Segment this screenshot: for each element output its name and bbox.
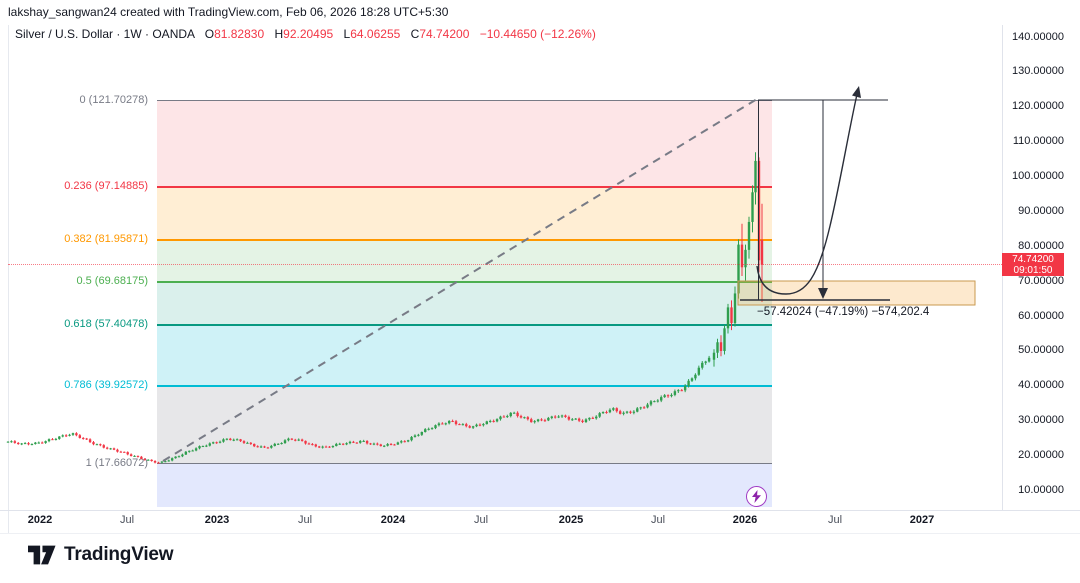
high-value: 92.20495 bbox=[283, 27, 334, 41]
attribution-text: lakshay_sangwan24 created with TradingVi… bbox=[8, 5, 449, 19]
tradingview-mark-icon bbox=[28, 545, 56, 565]
fib-level-label: 0.5 (69.68175) bbox=[76, 275, 148, 288]
highlight-box bbox=[737, 280, 976, 306]
low-value: 64.06255 bbox=[350, 27, 401, 41]
fib-level-line bbox=[157, 463, 772, 465]
price-tick: 60.00000 bbox=[1018, 309, 1064, 322]
price-tick: 50.00000 bbox=[1018, 344, 1064, 357]
measure-down-arrowhead bbox=[818, 288, 828, 299]
chart-bottom-border bbox=[0, 533, 1080, 534]
price-tick: 100.00000 bbox=[1012, 170, 1064, 183]
time-scale-separator bbox=[0, 510, 1080, 511]
lightning-icon bbox=[752, 490, 761, 503]
price-tick: 120.00000 bbox=[1012, 100, 1064, 113]
fib-level-line bbox=[157, 281, 772, 284]
fib-level-label: 0.382 (81.95871) bbox=[64, 232, 148, 245]
change-value: −10.44650 (−12.26%) bbox=[479, 27, 596, 41]
time-tick-jul: Jul bbox=[119, 514, 135, 526]
time-tick-jul: Jul bbox=[473, 514, 489, 526]
tradingview-logo-text: TradingView bbox=[64, 544, 174, 565]
time-tick-2025: 2025 bbox=[558, 514, 584, 526]
fib-band bbox=[157, 239, 772, 283]
time-tick-2027: 2027 bbox=[909, 514, 935, 526]
open-label: O bbox=[204, 27, 215, 41]
time-tick-jul: Jul bbox=[297, 514, 313, 526]
high-label: H bbox=[274, 27, 284, 41]
fib-level-label: 0.786 (39.92572) bbox=[64, 379, 148, 392]
drawing-tools[interactable] bbox=[162, 86, 976, 462]
price-tick: 140.00000 bbox=[1012, 30, 1064, 43]
fib-below-band bbox=[157, 463, 772, 507]
fib-level-label: 0.236 (97.14885) bbox=[64, 179, 148, 192]
fib-band bbox=[157, 186, 772, 240]
time-tick-2024: 2024 bbox=[380, 514, 406, 526]
price-tick: 20.00000 bbox=[1018, 449, 1064, 462]
time-tick-jul: Jul bbox=[827, 514, 843, 526]
fib-band bbox=[157, 100, 772, 187]
fib-level-label: 0.618 (57.40478) bbox=[64, 318, 148, 331]
open-value: 81.82830 bbox=[214, 27, 265, 41]
trend-line-dashed bbox=[162, 98, 758, 462]
fib-level-label: 0 (121.70278) bbox=[79, 93, 149, 106]
low-label: L bbox=[343, 27, 351, 41]
symbol-title: Silver / U.S. Dollar · 1W · OANDA bbox=[15, 27, 195, 41]
price-tick: 80.00000 bbox=[1018, 239, 1064, 252]
fib-level-line bbox=[157, 385, 772, 388]
price-tick: 90.00000 bbox=[1018, 204, 1064, 217]
fib-level-line bbox=[157, 324, 772, 327]
price-tick: 10.00000 bbox=[1018, 484, 1064, 496]
fib-level-line bbox=[157, 185, 772, 188]
close-label: C bbox=[410, 27, 420, 41]
fib-level-line bbox=[157, 100, 772, 102]
pane-left-border bbox=[8, 25, 9, 533]
fib-band bbox=[157, 386, 772, 464]
tradingview-logo[interactable]: TradingView bbox=[28, 544, 174, 566]
candlestick-series bbox=[6, 152, 764, 464]
curve-arrow bbox=[756, 89, 859, 295]
fib-level-label: 1 (17.66072) bbox=[85, 456, 148, 469]
time-tick-2026: 2026 bbox=[732, 514, 758, 526]
time-tick-2022: 2022 bbox=[27, 514, 53, 526]
lightning-marker[interactable] bbox=[746, 486, 767, 507]
price-tick: 130.00000 bbox=[1012, 65, 1064, 78]
time-tick-2023: 2023 bbox=[204, 514, 230, 526]
fib-band bbox=[157, 325, 772, 387]
close-value: 74.74200 bbox=[419, 27, 470, 41]
current-price-line bbox=[8, 264, 1002, 266]
current-price-badge: 74.74200 09:01:50 bbox=[1002, 253, 1064, 277]
price-tick: 70.00000 bbox=[1018, 274, 1064, 287]
chart-legend[interactable]: Silver / U.S. Dollar · 1W · OANDA O81.82… bbox=[15, 27, 596, 41]
badge-price: 74.74200 bbox=[1012, 254, 1054, 266]
price-tick: 40.00000 bbox=[1018, 379, 1064, 392]
price-tick: 30.00000 bbox=[1018, 414, 1064, 427]
fib-level-line bbox=[157, 238, 772, 241]
time-tick-jul: Jul bbox=[650, 514, 666, 526]
fib-band bbox=[157, 282, 772, 326]
price-tick: 110.00000 bbox=[1012, 135, 1064, 148]
measure-result-text: −57.42024 (−47.19%) −574,202.4 bbox=[757, 306, 930, 318]
badge-countdown: 09:01:50 bbox=[1013, 265, 1053, 277]
curve-up-arrowhead bbox=[852, 86, 861, 98]
